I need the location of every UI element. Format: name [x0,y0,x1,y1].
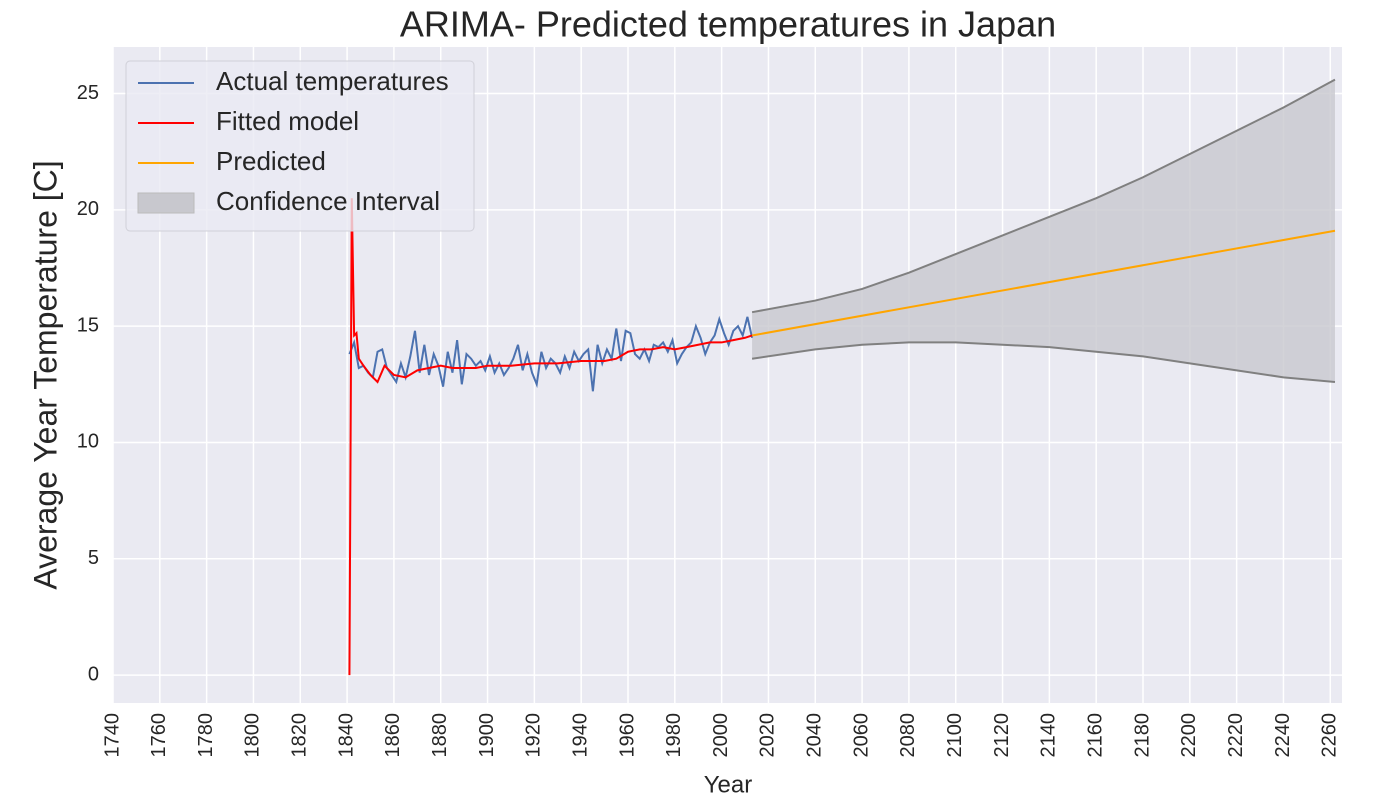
legend-label: Actual temperatures [216,66,449,96]
x-tick-label: 1800 [242,713,264,758]
x-tick-label: 2120 [991,713,1013,758]
y-tick-label: 15 [77,314,99,336]
y-tick-label: 5 [88,547,99,569]
legend-swatch [137,192,195,214]
x-tick-label: 2200 [1178,713,1200,758]
series-line [751,229,1336,337]
x-tick-label: 1860 [382,713,404,758]
chart-title: ARIMA- Predicted temperatures in Japan [400,4,1056,45]
x-tick-label: 1840 [335,713,357,758]
x-tick-label: 1740 [101,713,123,758]
x-tick-label: 2220 [1225,713,1247,758]
x-tick-label: 1880 [429,713,451,758]
x-tick-label: 1760 [148,713,170,758]
x-tick-label: 2040 [804,713,826,758]
x-tick-label: 2160 [1084,713,1106,758]
x-tick-label: 2080 [897,713,919,758]
confidence-edge [751,341,1336,383]
x-tick-label: 1780 [195,713,217,758]
x-tick-label: 2260 [1319,713,1341,758]
x-tick-label: 1980 [663,713,685,758]
x-tick-label: 2020 [757,713,779,758]
x-tick-label: 2180 [1131,713,1153,758]
series-line [348,315,754,392]
x-tick-label: 1900 [476,713,498,758]
y-tick-label: 25 [77,82,99,104]
x-tick-label: 1920 [523,713,545,758]
x-tick-label: 2000 [710,713,732,758]
x-tick-label: 1940 [569,713,591,758]
series-line [348,198,753,676]
legend-label: Fitted model [216,106,359,136]
legend-label: Predicted [216,146,326,176]
legend-box [125,60,475,232]
y-tick-label: 0 [88,663,99,685]
legend-label: Confidence Interval [216,186,440,216]
x-tick-label: 2060 [850,713,872,758]
x-tick-label: 1960 [616,713,638,758]
x-tick-label: 1820 [289,713,311,758]
y-tick-label: 10 [77,431,99,453]
x-tick-label: 2140 [1038,713,1060,758]
confidence-edge [751,78,1336,314]
x-axis-label: Year [704,771,753,798]
x-tick-label: 2100 [944,713,966,758]
y-tick-label: 20 [77,198,99,220]
y-axis-label: Average Year Temperature [C] [27,160,63,589]
x-tick-label: 2240 [1272,713,1294,758]
